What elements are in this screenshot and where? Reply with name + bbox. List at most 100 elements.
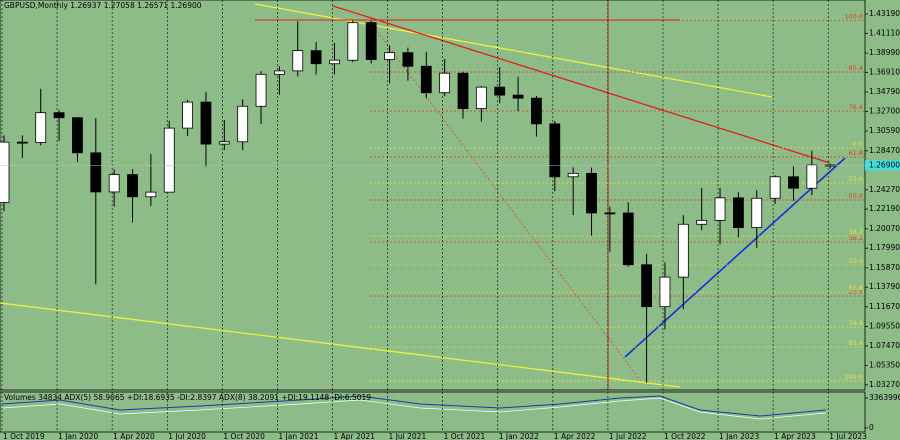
candle-body — [806, 164, 818, 189]
candle-body — [0, 141, 10, 203]
candle-body — [35, 112, 47, 143]
candle-body — [108, 174, 120, 193]
y-tick-label: 1.05350 — [869, 361, 900, 370]
x-tick-label: 1 Jan 2023 — [719, 432, 759, 440]
fib-label: 85.4 — [849, 64, 863, 72]
y-tick-label: 1.30590 — [869, 126, 900, 135]
candle-body — [163, 127, 175, 193]
trend-line — [0, 302, 681, 388]
candle-body — [714, 197, 726, 221]
x-tick-label: 1 Oct 2022 — [664, 432, 706, 440]
fib-label: 85.4 — [849, 339, 863, 347]
candle-body — [365, 22, 377, 60]
y-tick-label: 1.03270 — [869, 380, 900, 389]
candle-body — [659, 276, 671, 308]
y-tick-label: 1.17990 — [869, 243, 900, 252]
candle-body — [622, 212, 634, 266]
x-tick-label: 1 Jul 2022 — [609, 432, 647, 440]
fib-label: 50.0 — [849, 192, 863, 200]
candle-body — [677, 223, 689, 278]
candle-body — [310, 50, 322, 65]
x-tick-label: 1 Apr 2022 — [554, 432, 596, 440]
adx-line — [1, 395, 827, 417]
candle-body — [769, 176, 781, 199]
candle-body — [531, 97, 542, 125]
x-tick-label: 1 Jan 2022 — [499, 432, 539, 440]
candle-body — [273, 70, 285, 75]
candle-body — [255, 73, 267, 107]
candle-body — [512, 94, 524, 99]
chart-title: GBPUSD,Monthly 1.26937 1.27058 1.26571 1… — [4, 1, 202, 10]
y-tick-label: 1.24270 — [869, 185, 900, 194]
candle-body — [604, 212, 616, 215]
candle-body — [439, 72, 451, 94]
candle-body — [457, 72, 469, 110]
indicator-label: Volumes 34834 ADX(5) 58.9065 +DI:18.6935… — [4, 393, 371, 402]
x-tick-label: 1 Jan 2021 — [278, 432, 318, 440]
x-tick-label: 1 Apr 2021 — [333, 432, 375, 440]
candle-body — [127, 174, 138, 198]
trend-line — [332, 5, 831, 164]
x-tick-label: 1 Jul 2020 — [168, 432, 206, 440]
candle-body — [549, 123, 561, 178]
y-tick-label: 1.32700 — [869, 106, 900, 115]
candle-body — [329, 59, 340, 65]
y-tick-label: 1.38990 — [869, 48, 900, 57]
candle-body — [145, 191, 157, 198]
x-tick-label: 1 Jul 2021 — [389, 432, 427, 440]
fib-label: 100.0 — [844, 373, 863, 381]
x-tick-label: 1 Jan 2020 — [58, 432, 98, 440]
y-tick-label: 1.20070 — [869, 224, 900, 233]
x-tick-label: 1 Oct 2020 — [223, 432, 265, 440]
y-tick-label: 1.43190 — [869, 9, 900, 18]
candle-body — [788, 176, 799, 189]
candle-body — [384, 52, 395, 60]
fib-label: 61.8 — [849, 149, 863, 157]
candle-body — [53, 112, 65, 119]
candle-body — [200, 101, 212, 145]
last-price-box — [865, 160, 900, 171]
x-tick-label: 1 Oct 2021 — [444, 432, 486, 440]
last-price-label: 1.26900 — [869, 160, 900, 169]
candle-body — [402, 52, 414, 67]
candle-body — [494, 86, 506, 96]
candle-body — [72, 117, 83, 154]
candle-body — [475, 86, 487, 110]
fib-label: 38.2 — [849, 234, 863, 242]
price-panel — [0, 0, 866, 391]
y-tick-label: 1.41110 — [869, 28, 900, 37]
y-tick-label: 1.28470 — [869, 146, 900, 155]
y-tick-label: 1.13790 — [869, 282, 900, 291]
x-tick-label: 1 Jul 2023 — [829, 432, 867, 440]
candle-body — [292, 50, 304, 72]
candle-body — [751, 197, 763, 229]
trend-line — [624, 157, 846, 358]
y-tick-label: 1.09550 — [869, 322, 900, 331]
candle-body — [696, 219, 708, 225]
fib-label: 76.4 — [849, 319, 863, 327]
y-tick-label: 1.34790 — [869, 87, 900, 96]
candle-body — [641, 264, 652, 308]
y-tick-label: 1.07470 — [869, 341, 900, 350]
adx-line — [1, 397, 827, 420]
x-tick-label: 1 Oct 2019 — [3, 432, 45, 440]
fib-label: 50.0 — [849, 257, 863, 265]
fib-label: 100.0 — [844, 12, 863, 20]
x-tick-label: 1 Apr 2023 — [774, 432, 816, 440]
candle-body — [182, 101, 194, 129]
y-tick-label: 1.36910 — [869, 67, 900, 76]
candle-body — [90, 152, 102, 193]
fib-label: 76.4 — [849, 103, 863, 111]
x-tick-label: 1 Apr 2020 — [113, 432, 155, 440]
y-tick-label: 1.11670 — [869, 302, 900, 311]
fib-label: 61.8 — [849, 284, 863, 292]
candle-body — [237, 105, 249, 143]
fib-label: 0.0 — [853, 140, 863, 148]
fib-line — [369, 21, 641, 381]
candle-body — [420, 65, 432, 94]
candle-body — [733, 197, 744, 229]
candle-body — [347, 22, 359, 61]
indicator-tick-label: 0 — [869, 423, 874, 432]
